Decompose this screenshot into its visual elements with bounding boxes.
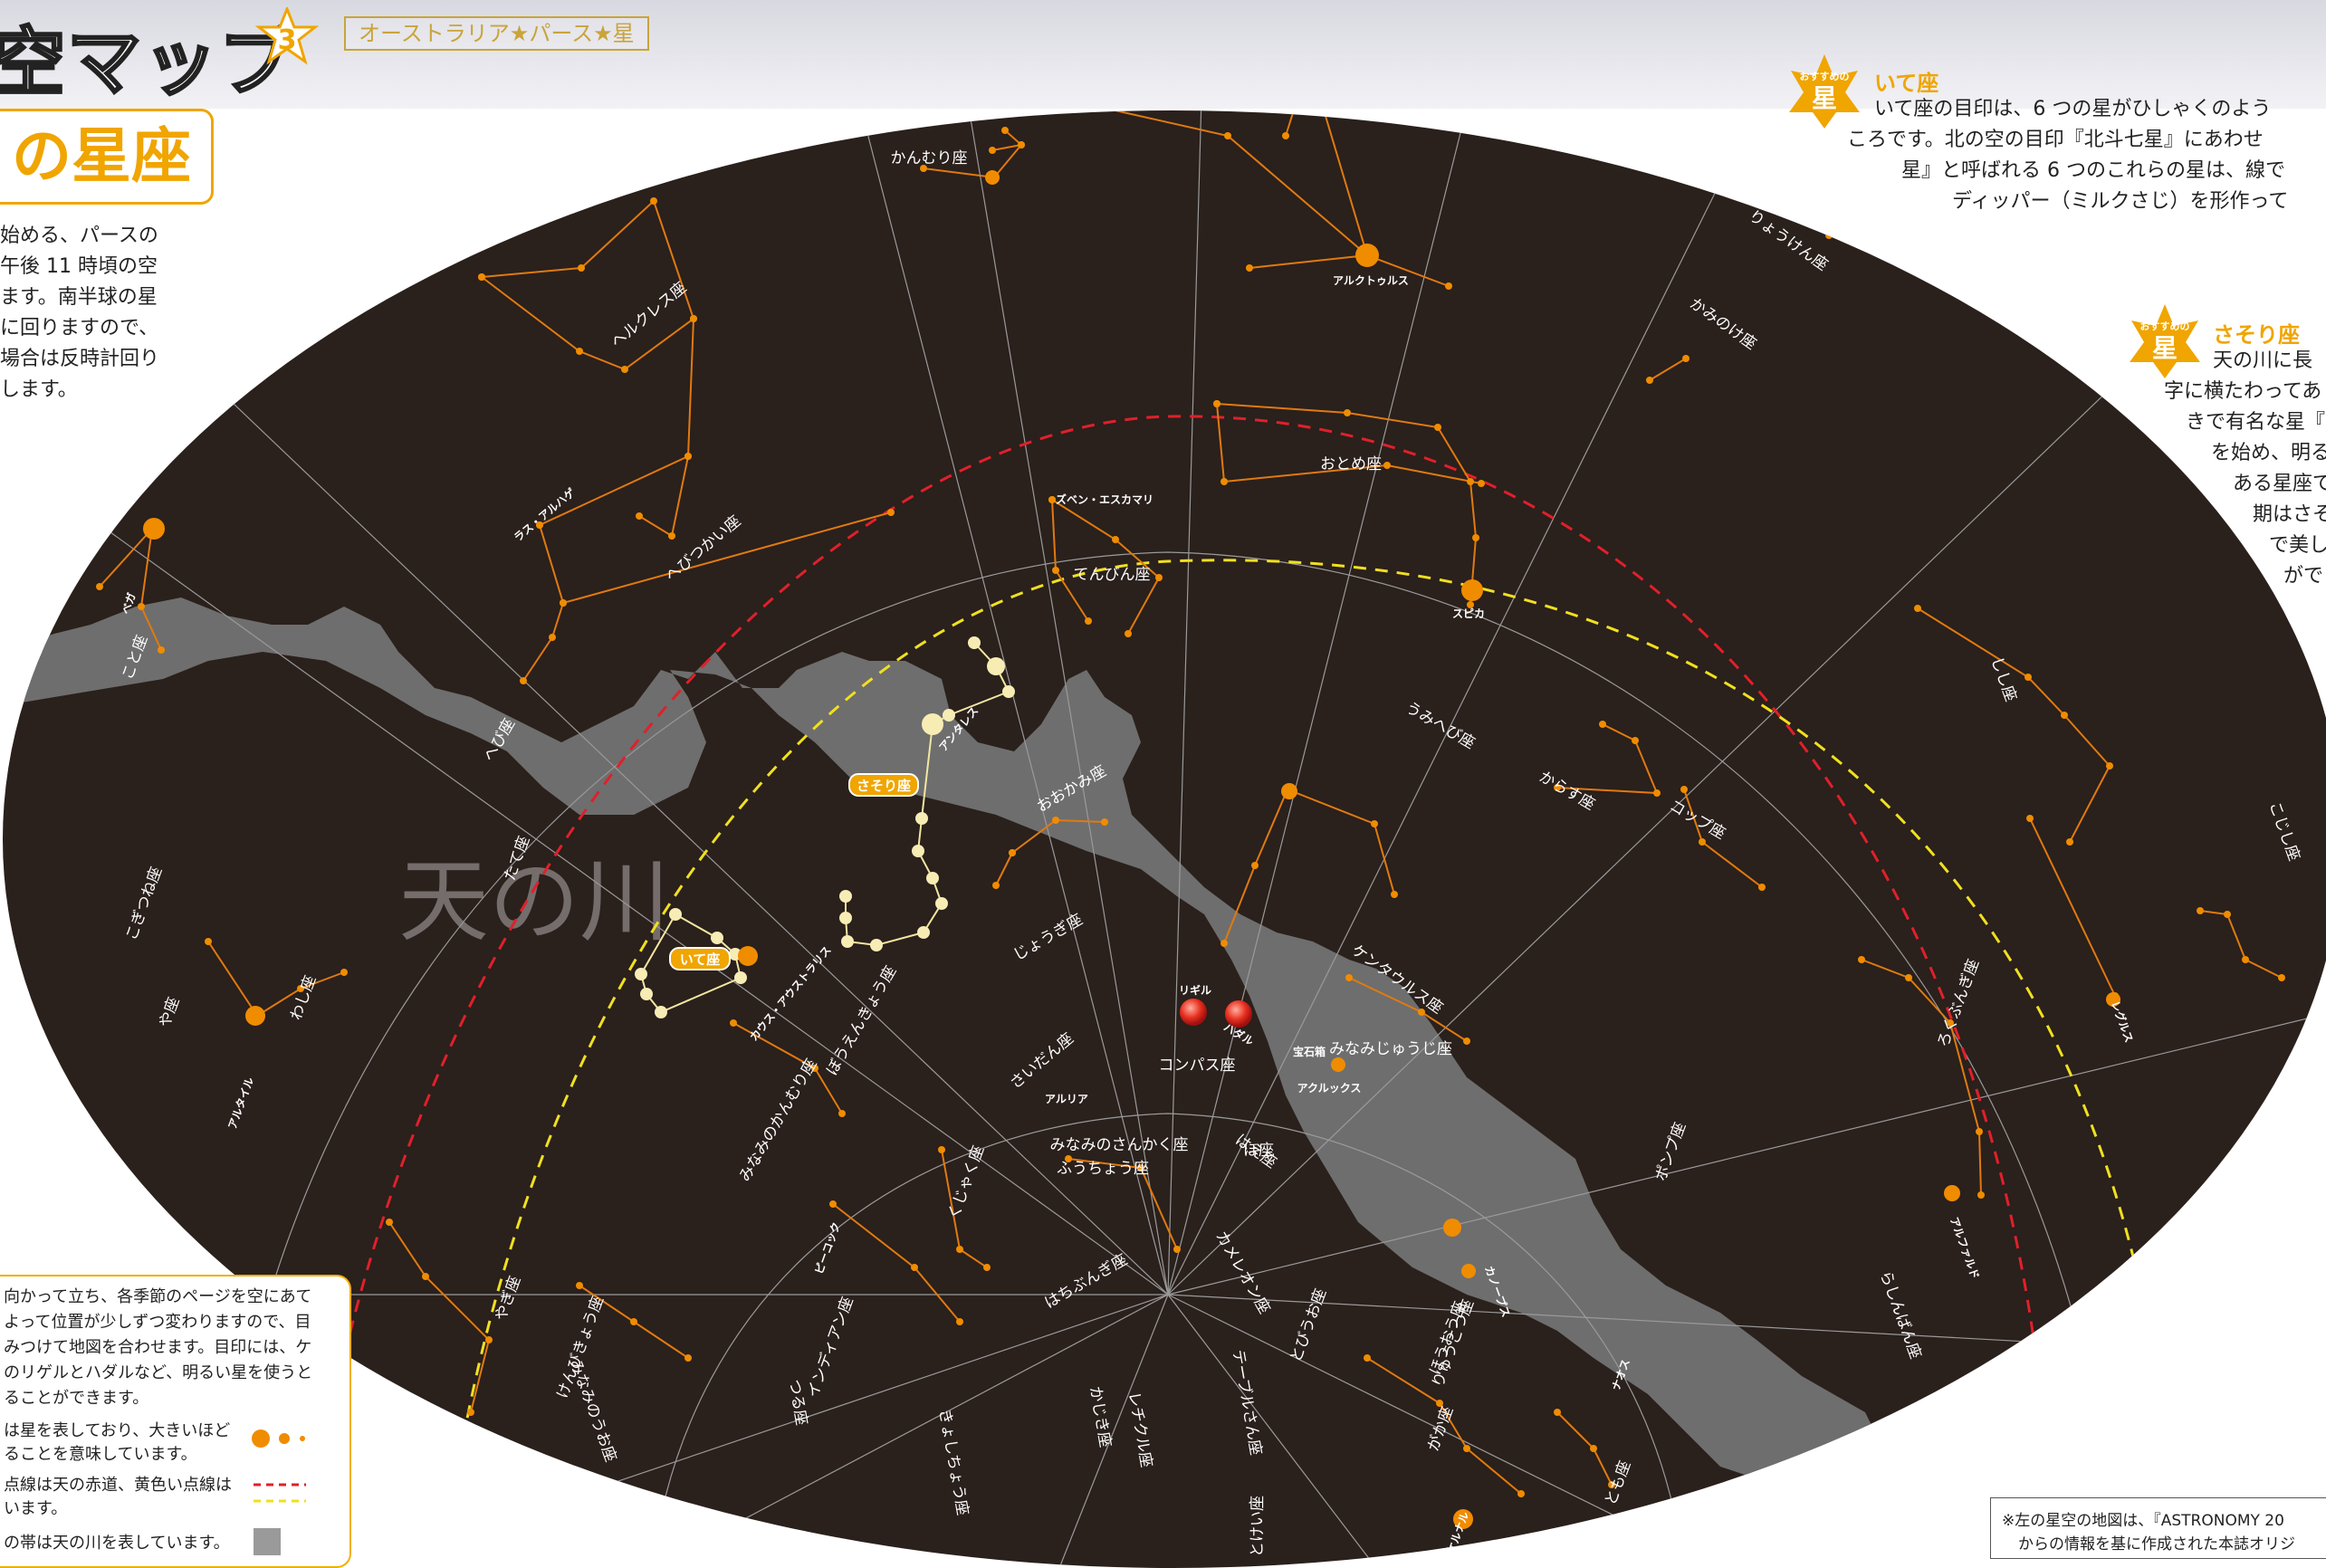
legend-line: 点線は天の赤道、黄色い点線は <box>4 1476 232 1495</box>
scorpius-tag-label: さそり座 <box>857 778 911 794</box>
legend-line: ることを意味しています。 <box>4 1445 197 1464</box>
constellation-label: ほ座 <box>1243 1142 1274 1160</box>
scorpius-text-line: きで有名な星『 <box>2186 411 2326 434</box>
ecliptic <box>442 559 2157 1568</box>
title-number: 3 <box>278 24 297 56</box>
badge-main-label: 星 <box>1812 83 1837 113</box>
constellation-label: かんむり座 <box>891 149 968 167</box>
sky-background <box>3 110 2326 1568</box>
intro-line: 始める、パースの <box>0 225 158 247</box>
sagittarius-text-line: ころです。北の空の目印『北斗七星』にあわせ <box>1847 129 2264 151</box>
badge-top-label: おすすめの <box>1800 71 1850 82</box>
sagittarius-tag-label: いて座 <box>680 951 721 968</box>
legend-line: の帯は天の川を表しています。 <box>4 1534 230 1553</box>
scorpius-text-line: 字に横たわってあ <box>2164 380 2322 403</box>
star-label: 宝石箱 <box>1293 1045 1326 1058</box>
milky-way-legend-swatch <box>254 1528 281 1555</box>
source-note-line: からの情報を基に作成された本誌オリジ <box>2018 1535 2295 1554</box>
sagittarius-text-line: 星』と呼ばれる 6 つのこれらの星は、線で <box>1901 159 2285 182</box>
scorpius-heading: さそり座 <box>2213 322 2300 348</box>
legend-line: のリゲルとハダルなど、明るい星を使うと <box>4 1363 313 1382</box>
recommend-star-badge-icon: おすすめの 星 <box>2130 304 2200 378</box>
intro-line: 午後 11 時頃の空 <box>0 255 158 278</box>
scorpius-text-line: を始め、明る <box>2211 442 2326 464</box>
page-title: 空マップ <box>0 19 296 108</box>
scorpius-tag <box>848 773 919 797</box>
star-label: ズベン・エスカマリ <box>1056 492 1153 506</box>
constellation-label: てんびん座 <box>1074 566 1151 584</box>
legend-line: 向かって立ち、各季節のページを空にあて <box>4 1287 312 1306</box>
star-label: アルクトゥルス <box>1333 274 1409 287</box>
constellation-label: ふうちょう座 <box>1057 1160 1149 1178</box>
section-title: の星座 <box>0 109 214 205</box>
constellation-label: とけい座 <box>1249 1496 1267 1557</box>
source-note: ※左の星空の地図は、『ASTRONOMY 20 からの情報を基に作成された本誌オ… <box>1990 1497 2326 1559</box>
star-label: アクルックス <box>1297 1082 1362 1095</box>
milky-way-band <box>3 598 1883 1503</box>
star-label: リギル <box>1179 983 1211 997</box>
star-label: スピカ <box>1452 607 1485 620</box>
scorpius-text-line: 天の川に長 <box>2213 349 2313 372</box>
constellation-label: うしかい座 <box>1190 93 1267 111</box>
intro-line: します。 <box>0 378 78 401</box>
sagittarius-tag <box>669 947 731 970</box>
constellation-label: みなみのさんかく座 <box>1050 1136 1189 1154</box>
badge-top-label: おすすめの <box>2140 320 2190 332</box>
milky-way-label: 天の川 <box>398 848 670 954</box>
scorpius-text-line: ある星座で <box>2233 473 2326 495</box>
constellation-label: いるか座 <box>120 1201 158 1266</box>
scorpius-text-line: 期はさそ <box>2253 503 2326 526</box>
page-header: 空マップ 3 オーストラリア★パース★星 <box>0 0 2326 109</box>
intro-line: 場合は反時計回り <box>0 348 160 370</box>
constellation-label: コンパス座 <box>1159 1056 1236 1075</box>
intro-line: ます。南半球の星 <box>0 286 158 309</box>
recommend-star-badge-icon: おすすめの 星 <box>1789 54 1860 129</box>
legend-line: ることができます。 <box>4 1389 149 1408</box>
intro-line: に回りますので、 <box>0 317 159 339</box>
highlighted-asterisms <box>635 636 1015 1018</box>
sagittarius-heading: いて座 <box>1874 71 1939 96</box>
celestial-equator <box>306 415 2048 1568</box>
sagittarius-text-line: いて座の目印は、6 つの星がひしゃくのよう <box>1874 98 2272 120</box>
star-label: アルリア <box>1045 1093 1088 1105</box>
legend-box: 向かって立ち、各季節のページを空にあて よって位置が少しずつ変わりますので、目 … <box>0 1275 351 1568</box>
constellation-label: おとめ座 <box>1320 455 1382 473</box>
legend-line: は星を表しており、大きいほど <box>4 1421 231 1440</box>
legend-line: よって位置が少しずつ変わりますので、目 <box>4 1313 311 1332</box>
sagittarius-text-line: ディッパー（ミルクさじ）を形作って <box>1952 190 2289 213</box>
constellation-label: みなみじゅうじ座 <box>1329 1040 1452 1058</box>
scorpius-text-line: がで <box>2283 565 2324 588</box>
hadar-star-icon <box>1225 1000 1252 1028</box>
star-size-legend-icon <box>252 1429 305 1448</box>
breadcrumb: オーストラリア★パース★星 <box>344 16 649 51</box>
badge-main-label: 星 <box>2152 333 2178 363</box>
rigil-star-icon <box>1180 999 1207 1026</box>
title-number-star-icon: 3 <box>255 7 319 65</box>
source-note-line: ※左の星空の地図は、『ASTRONOMY 20 <box>2002 1512 2284 1530</box>
equator-ecliptic-legend-icon <box>254 1483 306 1503</box>
scorpius-text-line: で美し <box>2269 534 2326 557</box>
legend-line: います。 <box>4 1499 68 1518</box>
legend-line: みつけて地図を合わせます。目印には、ケ <box>4 1338 312 1357</box>
